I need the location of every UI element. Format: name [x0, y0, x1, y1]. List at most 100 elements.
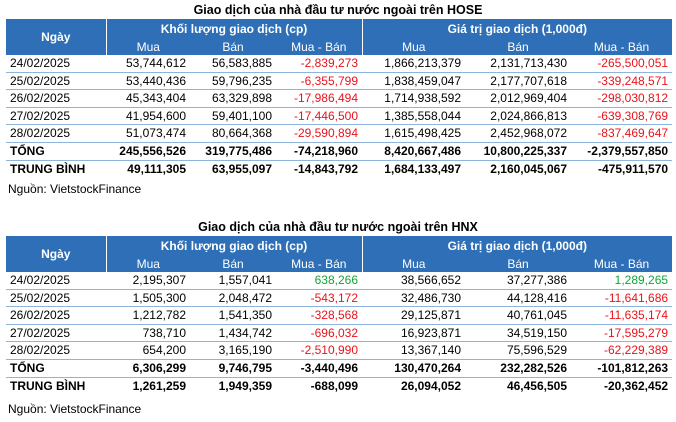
vol-net-cell: -6,355,799 — [276, 72, 363, 90]
vol-buy-cell: 51,073,474 — [106, 124, 190, 143]
total-vol-net: -74,218,960 — [276, 142, 363, 161]
hnx-value-header: Giá trị giao dịch (1,000đ) — [362, 236, 673, 255]
val-sell-cell: 2,012,969,404 — [465, 89, 572, 108]
average-label: TRUNG BÌNH — [10, 379, 86, 393]
hnx-sub-vol-sell: Bán — [190, 255, 276, 272]
table-row: 28/02/2025 654,200 3,165,190 -2,510,990 … — [6, 341, 673, 360]
avg-val-buy: 26,094,052 — [400, 379, 462, 393]
vol-net-cell: -2,839,273 — [276, 55, 363, 73]
vol-buy-cell: 45,343,404 — [106, 89, 190, 108]
average-label: TRUNG BÌNH — [10, 162, 86, 176]
total-row: TỔNG 245,556,526 319,775,486 -74,218,960… — [6, 142, 673, 161]
hnx-body: 24/02/2025 2,195,307 1,557,041 638,266 3… — [6, 272, 673, 395]
val-sell-cell: 75,596,529 — [465, 341, 572, 360]
vol-buy-cell: 738,710 — [106, 324, 190, 342]
val-net-cell: -11,641,686 — [571, 289, 673, 307]
val-sell-cell: 2,024,866,813 — [465, 107, 572, 125]
vol-sell-cell: 3,165,190 — [190, 341, 276, 360]
vol-buy-cell: 2,195,307 — [106, 272, 190, 290]
hnx-sub-val-sell: Bán — [465, 255, 572, 272]
table-row: 26/02/2025 1,212,782 1,541,350 -328,568 … — [6, 306, 673, 325]
val-sell-cell: 2,177,707,618 — [465, 72, 572, 90]
total-vol-buy: 6,306,299 — [106, 359, 190, 378]
hnx-sub-vol-net: Mua - Bán — [276, 255, 363, 272]
vol-sell-cell: 59,796,235 — [190, 72, 276, 90]
total-val-net: -101,812,263 — [571, 359, 673, 378]
date-cell: 26/02/2025 — [6, 89, 106, 108]
val-buy-cell: 29,125,871 — [362, 306, 466, 325]
val-buy-cell: 13,367,140 — [362, 341, 466, 360]
val-buy-cell: 1,385,558,044 — [362, 107, 466, 125]
total-val-buy: 130,470,264 — [362, 359, 466, 378]
hnx-table: Ngày Khối lượng giao dịch (cp) Giá trị g… — [6, 236, 673, 395]
total-label: TỔNG — [6, 359, 106, 378]
hose-sub-vol-buy: Mua — [106, 38, 190, 55]
val-buy-cell: 1,615,498,425 — [362, 124, 466, 143]
average-row: TRUNG BÌNH 49,111,305 63,955,097 -14,843… — [6, 160, 672, 178]
table-row: 26/02/2025 45,343,404 63,329,898 -17,986… — [6, 89, 673, 108]
hose-table: Ngày Khối lượng giao dịch (cp) Giá trị g… — [6, 19, 673, 178]
val-buy-cell: 1,838,459,047 — [362, 72, 466, 90]
vol-net-cell: -17,986,494 — [276, 89, 363, 108]
vol-net-cell: -29,590,894 — [276, 124, 363, 143]
val-buy-cell: 1,866,213,379 — [362, 55, 466, 73]
val-net-cell: -11,635,174 — [571, 306, 673, 325]
vol-buy-cell: 53,440,436 — [106, 72, 190, 90]
date-cell: 25/02/2025 — [6, 72, 106, 90]
date-cell: 24/02/2025 — [6, 55, 106, 73]
total-vol-sell: 319,775,486 — [190, 142, 276, 161]
hnx-date-header: Ngày — [6, 236, 107, 272]
val-buy-cell: 32,486,730 — [362, 289, 466, 307]
avg-vol-sell: 1,949,359 — [218, 379, 272, 393]
val-buy-cell: 38,566,652 — [362, 272, 466, 290]
vol-buy-cell: 41,954,600 — [106, 107, 190, 125]
total-val-sell: 10,800,225,337 — [465, 142, 572, 161]
val-net-cell: -339,248,571 — [571, 72, 673, 90]
table-row: 25/02/2025 53,440,436 59,796,235 -6,355,… — [6, 72, 673, 90]
total-val-sell: 232,282,526 — [465, 359, 572, 378]
val-net-cell: -298,030,812 — [571, 89, 673, 108]
hose-value-header: Giá trị giao dịch (1,000đ) — [362, 19, 673, 38]
vol-sell-cell: 1,541,350 — [190, 306, 276, 325]
val-sell-cell: 37,277,386 — [465, 272, 572, 290]
vol-net-cell: -543,172 — [276, 289, 363, 307]
hnx-volume-header: Khối lượng giao dịch (cp) — [106, 236, 363, 255]
val-sell-cell: 2,452,968,072 — [465, 124, 572, 143]
avg-val-sell: 46,456,505 — [506, 379, 568, 393]
date-cell: 27/02/2025 — [6, 107, 106, 125]
hose-sub-val-sell: Bán — [465, 38, 572, 55]
avg-val-net: -20,362,452 — [603, 379, 669, 393]
hnx-subheader-row: Mua Bán Mua - Bán Mua Bán Mua - Bán — [6, 255, 673, 272]
val-net-cell: 1,289,265 — [571, 272, 673, 290]
date-cell: 26/02/2025 — [6, 306, 106, 325]
avg-vol-net: -14,843,792 — [293, 162, 359, 176]
val-sell-cell: 44,128,416 — [465, 289, 572, 307]
val-net-cell: -837,469,647 — [571, 124, 673, 143]
total-label: TỔNG — [6, 142, 106, 161]
date-cell: 28/02/2025 — [6, 124, 106, 143]
date-cell: 25/02/2025 — [6, 289, 106, 307]
hose-sub-val-net: Mua - Bán — [571, 38, 673, 55]
table-row: 24/02/2025 53,744,612 56,583,885 -2,839,… — [6, 55, 673, 73]
hose-sub-val-buy: Mua — [362, 38, 466, 55]
avg-val-buy: 1,684,133,497 — [384, 162, 462, 176]
table-row: 27/02/2025 738,710 1,434,742 -696,032 16… — [6, 324, 673, 342]
vol-sell-cell: 1,557,041 — [190, 272, 276, 290]
vol-sell-cell: 59,401,100 — [190, 107, 276, 125]
vol-sell-cell: 63,329,898 — [190, 89, 276, 108]
val-sell-cell: 40,761,045 — [465, 306, 572, 325]
table-row: 24/02/2025 2,195,307 1,557,041 638,266 3… — [6, 272, 673, 290]
total-vol-buy: 245,556,526 — [106, 142, 190, 161]
vol-sell-cell: 2,048,472 — [190, 289, 276, 307]
avg-vol-sell: 63,955,097 — [211, 162, 272, 176]
avg-vol-buy: 49,111,305 — [127, 162, 186, 176]
hose-date-header: Ngày — [6, 19, 107, 55]
hose-title: Giao dịch của nhà đầu tư nước ngoài trên… — [193, 3, 483, 17]
total-row: TỔNG 6,306,299 9,746,795 -3,440,496 130,… — [6, 359, 673, 378]
hose-header-row: Ngày Khối lượng giao dịch (cp) Giá trị g… — [6, 19, 673, 55]
val-sell-cell: 34,519,150 — [465, 324, 572, 342]
vol-sell-cell: 80,664,368 — [190, 124, 276, 143]
val-sell-cell: 2,131,713,430 — [465, 55, 572, 73]
table-row: 27/02/2025 41,954,600 59,401,100 -17,446… — [6, 107, 673, 125]
